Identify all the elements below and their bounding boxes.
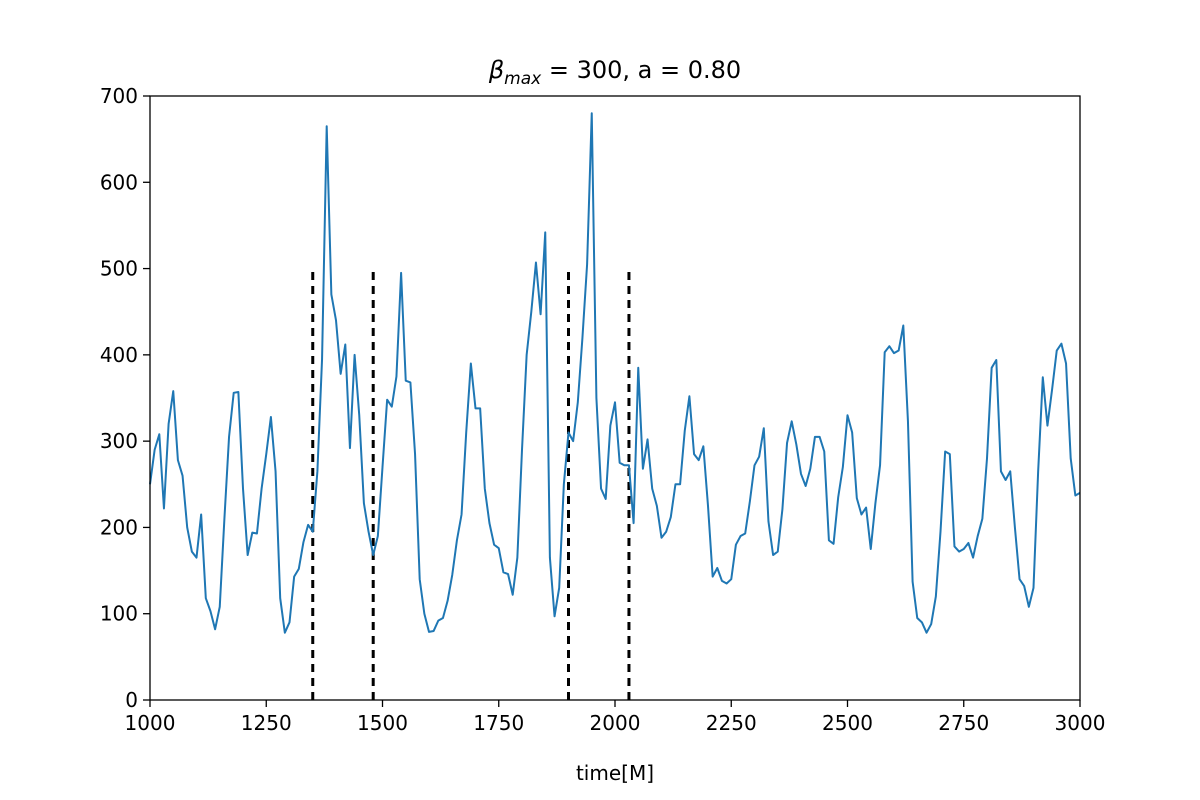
y-tick-label: 0 [125,688,138,712]
x-axis: 1000 1250 1500 1750 2000 2250 2500 2750 3000 [125,700,1106,735]
x-tick-label: 2250 [706,711,757,735]
y-tick-label: 200 [100,515,138,539]
y-tick-label: 300 [100,429,138,453]
x-tick-label: 1500 [357,711,408,735]
y-tick-label: 600 [100,170,138,194]
x-tick-label: 2000 [590,711,641,735]
y-axis: 0 100 200 300 400 500 600 700 [100,84,150,712]
title-rest: = 300, a = 0.80 [541,56,741,84]
plot-area [149,112,1081,700]
title-symbol: β [488,56,504,84]
series-line-1 [149,112,1081,634]
x-tick-label: 1750 [473,711,524,735]
x-tick-label: 1000 [125,711,176,735]
title-subscript: max [504,69,542,89]
x-axis-label: time[M] [576,761,654,785]
y-tick-label: 500 [100,257,138,281]
chart-title: βmax = 300, a = 0.80 [488,56,741,89]
y-tick-label: 100 [100,602,138,626]
y-tick-label: 400 [100,343,138,367]
axes-frame [149,95,1081,701]
x-tick-label: 1250 [241,711,292,735]
x-tick-label: 2750 [938,711,989,735]
x-tick-label: 2500 [822,711,873,735]
y-tick-label: 700 [100,84,138,108]
x-tick-label: 3000 [1055,711,1106,735]
